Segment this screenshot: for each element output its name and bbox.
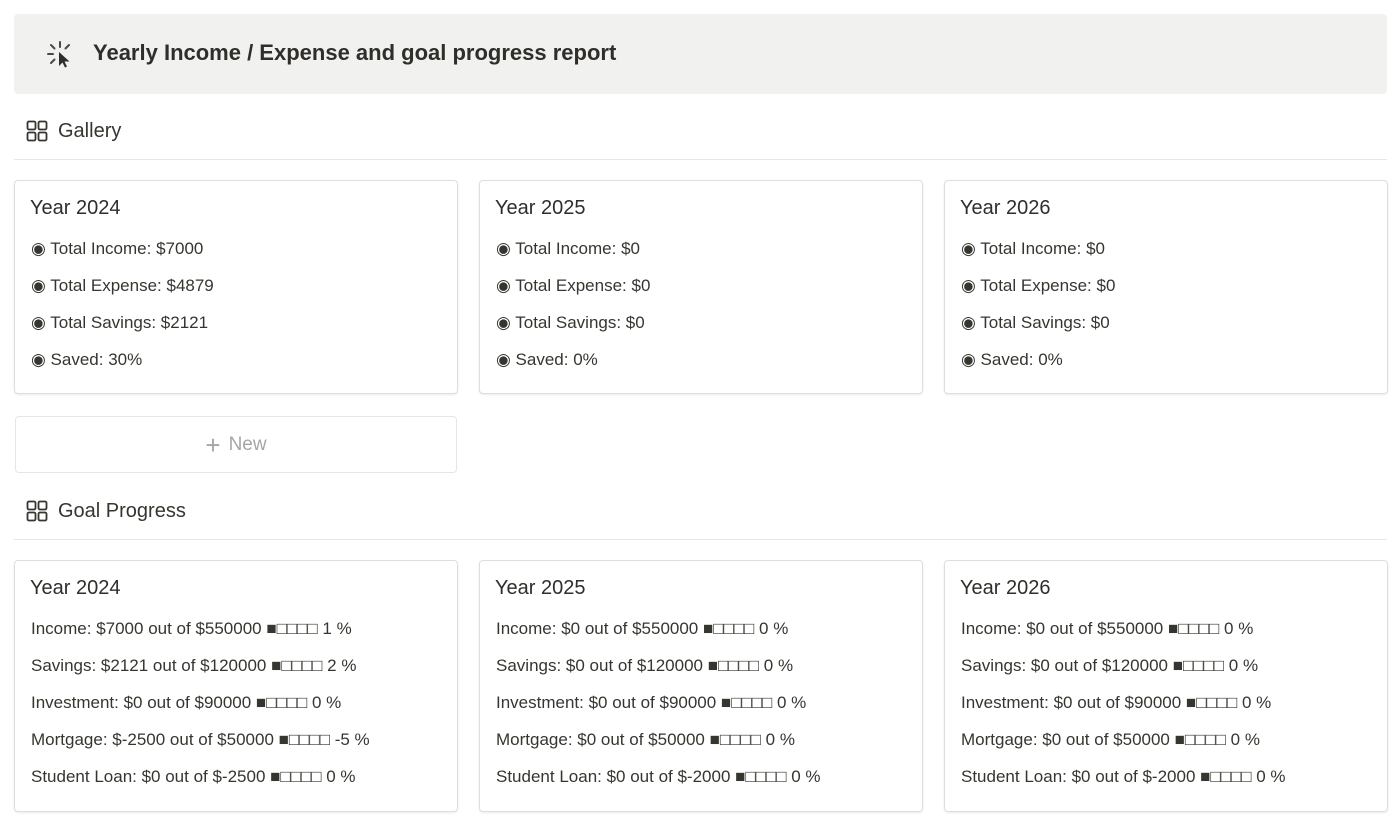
goal-student-loan: Student Loan: $0 out of $-2000 ■□□□□ 0 % [961,767,1286,786]
goal-mortgage: Mortgage: $0 out of $50000 ■□□□□ 0 % [496,730,795,749]
card-title: Year 2024 [30,577,121,599]
total-savings: ◉ Total Savings: $0 [496,313,645,332]
loading-cursor-icon [46,39,76,69]
goal-card-2024[interactable]: Year 2024 Income: $7000 out of $550000 ■… [14,560,458,812]
goal-mortgage: Mortgage: $-2500 out of $50000 ■□□□□ -5 … [31,730,370,749]
goal-student-loan: Student Loan: $0 out of $-2000 ■□□□□ 0 % [496,767,821,786]
goal-income: Income: $7000 out of $550000 ■□□□□ 1 % [31,619,352,638]
gallery-card-2024[interactable]: Year 2024 ◉ Total Income: $7000 ◉ Total … [14,180,458,394]
saved-percent: ◉ Saved: 30% [31,350,143,369]
report-callout: Yearly Income / Expense and goal progres… [14,14,1387,94]
card-title: Year 2026 [960,197,1051,219]
goal-progress-title: Goal Progress [58,500,186,522]
total-expense: ◉ Total Expense: $0 [496,276,651,295]
gallery-card-2025[interactable]: Year 2025 ◉ Total Income: $0 ◉ Total Exp… [479,180,923,394]
goal-savings: Savings: $0 out of $120000 ■□□□□ 0 % [496,656,794,675]
gallery-title: Gallery [58,120,122,142]
plus-icon: + [205,429,221,460]
gallery-grid-icon [26,120,48,142]
new-card-label: New [228,433,267,455]
goal-income: Income: $0 out of $550000 ■□□□□ 0 % [961,619,1254,638]
total-income: ◉ Total Income: $0 [496,239,640,258]
goal-card-2025[interactable]: Year 2025 Income: $0 out of $550000 ■□□□… [479,560,923,812]
goal-student-loan: Student Loan: $0 out of $-2500 ■□□□□ 0 % [31,767,356,786]
total-savings: ◉ Total Savings: $0 [961,313,1110,332]
card-title: Year 2025 [495,577,586,599]
saved-percent: ◉ Saved: 0% [961,350,1063,369]
page-title: Yearly Income / Expense and goal progres… [93,40,617,65]
gallery-card-2026[interactable]: Year 2026 ◉ Total Income: $0 ◉ Total Exp… [944,180,1388,394]
gallery-view-tab[interactable]: Gallery [14,120,1387,160]
total-savings: ◉ Total Savings: $2121 [31,313,209,332]
goal-savings: Savings: $2121 out of $120000 ■□□□□ 2 % [31,656,357,675]
saved-percent: ◉ Saved: 0% [496,350,598,369]
card-title: Year 2025 [495,197,586,219]
goal-savings: Savings: $0 out of $120000 ■□□□□ 0 % [961,656,1259,675]
total-income: ◉ Total Income: $7000 [31,239,204,258]
new-card-button[interactable]: + New [15,416,457,473]
goal-investment: Investment: $0 out of $90000 ■□□□□ 0 % [961,693,1272,712]
card-title: Year 2026 [960,577,1051,599]
goal-income: Income: $0 out of $550000 ■□□□□ 0 % [496,619,789,638]
goal-investment: Investment: $0 out of $90000 ■□□□□ 0 % [496,693,807,712]
total-expense: ◉ Total Expense: $4879 [31,276,214,295]
total-income: ◉ Total Income: $0 [961,239,1105,258]
total-expense: ◉ Total Expense: $0 [961,276,1116,295]
goal-mortgage: Mortgage: $0 out of $50000 ■□□□□ 0 % [961,730,1260,749]
gallery-grid-icon [26,500,48,522]
card-title: Year 2024 [30,197,121,219]
goal-progress-view-tab[interactable]: Goal Progress [14,500,1387,540]
goal-investment: Investment: $0 out of $90000 ■□□□□ 0 % [31,693,342,712]
goal-card-2026[interactable]: Year 2026 Income: $0 out of $550000 ■□□□… [944,560,1388,812]
